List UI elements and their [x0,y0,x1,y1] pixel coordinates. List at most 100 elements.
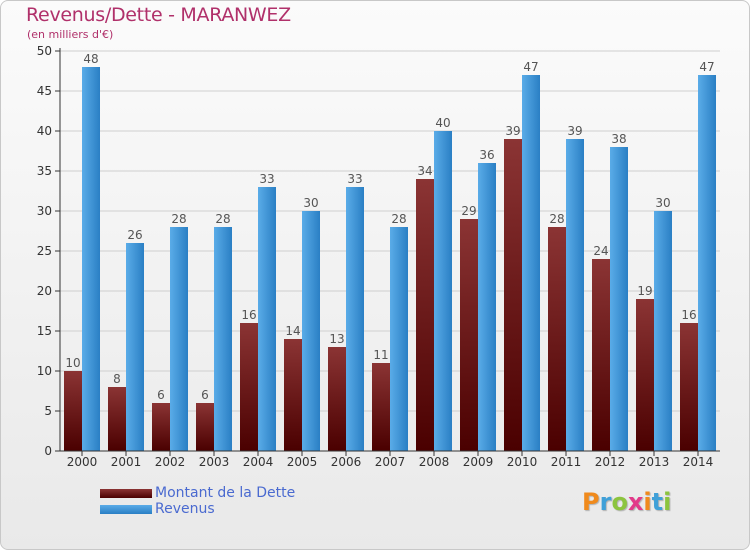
legend-label-revenus: Revenus [155,501,215,517]
bar-revenus [126,243,144,451]
y-tick-label: 35 [37,164,52,178]
bar-dette [416,179,434,451]
data-label-revenus: 28 [171,212,186,226]
data-label-dette: 34 [417,164,432,178]
bar-revenus [654,211,672,451]
logo-letter: o [611,488,628,516]
bar-dette [680,323,698,451]
data-label-revenus: 30 [303,196,318,210]
bar-revenus [390,227,408,451]
bar-dette [152,403,170,451]
y-tick-label: 50 [37,44,52,58]
logo-letter: i [663,488,672,516]
bar-dette [108,387,126,451]
data-label-dette: 8 [113,372,121,386]
logo-letter: i [643,488,652,516]
data-label-revenus: 28 [215,212,230,226]
data-label-revenus: 30 [655,196,670,210]
x-tick-label: 2001 [111,455,142,469]
data-label-dette: 13 [329,332,344,346]
y-tick-label: 45 [37,84,52,98]
data-label-revenus: 26 [127,228,142,242]
bar-revenus [610,147,628,451]
bar-revenus [302,211,320,451]
y-tick-label: 15 [37,324,52,338]
data-label-revenus: 48 [83,52,98,66]
logo-letter: x [627,488,644,516]
bar-revenus [698,75,716,451]
x-tick-label: 2006 [331,455,362,469]
y-tick-label: 20 [37,284,52,298]
y-tick-label: 10 [37,364,52,378]
data-label-dette: 6 [157,388,165,402]
data-label-dette: 39 [505,124,520,138]
y-axis-ticks: 0 5 10 15 20 25 30 35 40 45 50 [37,44,60,458]
y-tick-label: 30 [37,204,52,218]
bar-dette [636,299,654,451]
x-tick-label: 2002 [155,455,186,469]
bar-dette [460,219,478,451]
logo-letter: t [651,488,664,516]
x-tick-label: 2000 [67,455,98,469]
y-tick-label: 5 [44,404,52,418]
bar-revenus [170,227,188,451]
data-label-revenus: 47 [523,60,538,74]
bar-revenus [82,67,100,451]
chart-subtitle: (en milliers d'€) [27,28,114,41]
bar-dette [592,259,610,451]
proxiti-logo: Proxiti [582,488,671,516]
data-labels: 10 48 8 26 6 28 6 28 16 33 14 30 13 33 11 28 34 40 29 36 39 4… [65,52,714,402]
data-label-dette: 14 [285,324,300,338]
x-tick-label: 2013 [639,455,670,469]
data-label-revenus: 39 [567,124,582,138]
bar-revenus [478,163,496,451]
x-tick-label: 2007 [375,455,406,469]
bar-dette [64,371,82,451]
data-label-revenus: 47 [699,60,714,74]
x-tick-label: 2010 [507,455,538,469]
logo-letter: P [582,488,600,516]
data-label-revenus: 38 [611,132,626,146]
data-label-dette: 16 [681,308,696,322]
bar-revenus [522,75,540,451]
legend-swatch-revenus [100,505,152,514]
legend-swatch-dette [100,489,152,498]
bar-revenus [258,187,276,451]
bar-revenus [214,227,232,451]
data-label-dette: 10 [65,356,80,370]
data-label-revenus: 33 [347,172,362,186]
x-tick-label: 2012 [595,455,626,469]
y-tick-label: 40 [37,124,52,138]
bar-revenus [346,187,364,451]
bar-dette [548,227,566,451]
bar-dette [372,363,390,451]
x-tick-label: 2011 [551,455,582,469]
x-axis-ticks: 2000 2001 2002 2003 2004 2005 2006 2007 2008 2009… [67,451,714,469]
data-label-dette: 11 [373,348,388,362]
bar-dette [284,339,302,451]
data-label-dette: 28 [549,212,564,226]
x-tick-label: 2008 [419,455,450,469]
bars [64,67,716,451]
bar-revenus [566,139,584,451]
data-label-dette: 6 [201,388,209,402]
data-label-revenus: 36 [479,148,494,162]
x-tick-label: 2009 [463,455,494,469]
y-tick-label: 25 [37,244,52,258]
x-tick-label: 2014 [683,455,714,469]
x-tick-label: 2005 [287,455,318,469]
bar-dette [196,403,214,451]
data-label-dette: 24 [593,244,608,258]
data-label-revenus: 40 [435,116,450,130]
y-tick-label: 0 [44,444,52,458]
logo-letter: r [599,488,612,516]
x-tick-label: 2004 [243,455,274,469]
x-tick-label: 2003 [199,455,230,469]
bar-dette [328,347,346,451]
data-label-revenus: 28 [391,212,406,226]
legend-label-dette: Montant de la Dette [155,485,296,501]
data-label-dette: 16 [241,308,256,322]
axes [59,48,720,452]
data-label-dette: 19 [637,284,652,298]
